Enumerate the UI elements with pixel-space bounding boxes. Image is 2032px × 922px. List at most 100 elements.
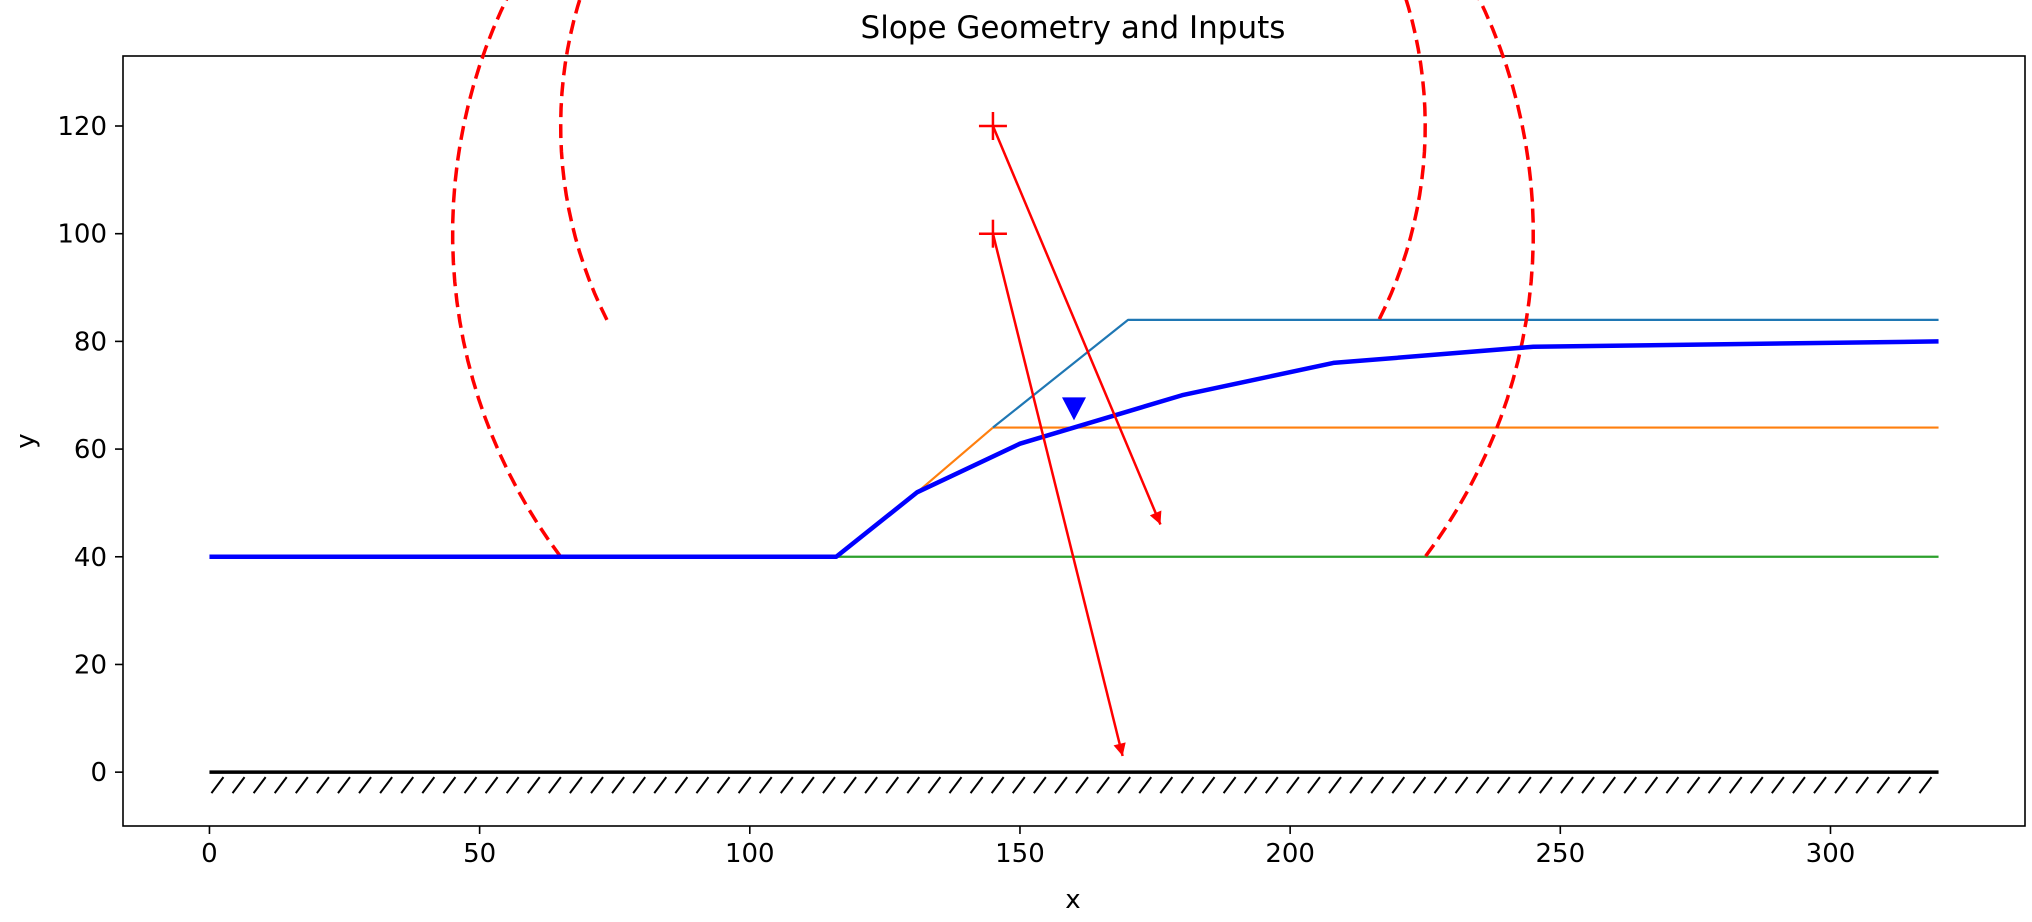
hatch-stroke xyxy=(1307,776,1321,794)
x-tick-label: 200 xyxy=(1265,839,1315,869)
hatch-stroke xyxy=(885,776,900,794)
y-tick-label: 40 xyxy=(74,543,107,573)
hatch-stroke xyxy=(1117,776,1131,794)
hatch-stroke xyxy=(864,776,878,794)
y-tick-label: 60 xyxy=(74,435,107,465)
x-tick-label: 0 xyxy=(201,839,218,869)
hatch-stroke xyxy=(295,776,309,794)
hatch-stroke xyxy=(1180,776,1195,794)
hatch-stroke xyxy=(1243,776,1258,794)
layer-mid-slope-face xyxy=(916,426,994,493)
hatch-stroke xyxy=(421,776,436,794)
hatch-stroke xyxy=(1539,776,1553,794)
x-tick-label: 300 xyxy=(1806,839,1856,869)
bedrock-hatch xyxy=(210,776,1933,794)
hatch-stroke xyxy=(1560,776,1574,794)
hatch-stroke xyxy=(1834,776,1848,794)
hatch-stroke xyxy=(758,776,773,794)
hatch-stroke xyxy=(1496,776,1511,794)
hatch-stroke xyxy=(1222,776,1237,794)
hatch-stroke xyxy=(1792,776,1806,794)
water-table-marker-icon xyxy=(1062,397,1086,421)
hatch-stroke xyxy=(1686,776,1701,794)
hatch-stroke xyxy=(1454,776,1469,794)
hatch-stroke xyxy=(653,776,668,794)
hatch-stroke xyxy=(1201,776,1216,794)
x-axis-ticks: 0 50 100 150 200 250 300 xyxy=(201,826,1855,869)
hatch-stroke xyxy=(632,776,646,794)
hatch-stroke xyxy=(400,776,415,794)
hatch-stroke xyxy=(1518,776,1532,794)
x-tick-label: 100 xyxy=(725,839,775,869)
hatch-stroke xyxy=(1602,776,1616,794)
hatch-stroke xyxy=(716,776,731,794)
hatch-stroke xyxy=(611,776,625,794)
hatch-stroke xyxy=(1728,776,1743,794)
hatch-stroke xyxy=(210,776,225,794)
y-tick-label: 120 xyxy=(57,112,107,142)
hatch-stroke xyxy=(316,776,330,794)
plot-frame xyxy=(122,55,2026,827)
hatch-stroke xyxy=(1159,776,1174,794)
y-axis-label: y xyxy=(11,433,41,448)
hatch-stroke xyxy=(1264,776,1279,794)
hatch-stroke xyxy=(505,776,520,794)
hatch-stroke xyxy=(1096,776,1110,794)
hatch-stroke xyxy=(927,776,942,794)
hatch-stroke xyxy=(737,776,752,794)
hatch-stroke xyxy=(1771,776,1785,794)
hatch-stroke xyxy=(1412,776,1427,794)
hatch-stroke xyxy=(1475,776,1490,794)
radius-arrow-1 xyxy=(991,233,1126,757)
piezometric-line xyxy=(209,339,1939,560)
hatch-stroke xyxy=(484,776,499,794)
hatch-stroke xyxy=(1918,776,1933,794)
hatch-stroke xyxy=(1749,776,1764,794)
hatch-stroke xyxy=(337,776,351,794)
hatch-stroke xyxy=(1033,776,1047,794)
hatch-stroke xyxy=(569,776,583,794)
hatch-stroke xyxy=(695,776,710,794)
hatch-stroke xyxy=(379,776,393,794)
y-axis-ticks: 0 20 40 60 80 100 120 xyxy=(57,112,123,788)
y-tick-label: 0 xyxy=(90,758,107,788)
hatch-stroke xyxy=(1370,776,1385,794)
radius-arrow-2 xyxy=(991,125,1162,525)
y-tick-label: 20 xyxy=(74,650,107,680)
hatch-stroke xyxy=(1813,776,1827,794)
x-tick-label: 50 xyxy=(463,839,496,869)
hatch-stroke xyxy=(1876,776,1891,794)
hatch-stroke xyxy=(590,776,604,794)
hatch-stroke xyxy=(1391,776,1406,794)
hatch-stroke xyxy=(358,776,372,794)
hatch-stroke xyxy=(906,776,921,794)
y-tick-label: 80 xyxy=(74,327,107,357)
hatch-stroke xyxy=(1054,776,1068,794)
hatch-stroke xyxy=(779,776,794,794)
chart-title: Slope Geometry and Inputs xyxy=(861,10,1286,46)
hatch-stroke xyxy=(1328,776,1342,794)
hatch-stroke xyxy=(548,776,562,794)
hatch-stroke xyxy=(1286,776,1300,794)
hatch-stroke xyxy=(1665,776,1680,794)
hatch-stroke xyxy=(442,776,457,794)
failure-circle-2 xyxy=(558,0,1427,321)
hatch-stroke xyxy=(1644,776,1659,794)
x-tick-label: 250 xyxy=(1535,839,1585,869)
hatch-stroke xyxy=(969,776,984,794)
hatch-stroke xyxy=(843,776,857,794)
hatch-stroke xyxy=(526,776,541,794)
hatch-stroke xyxy=(1707,776,1722,794)
hatch-stroke xyxy=(1623,776,1638,794)
hatch-stroke xyxy=(1581,776,1595,794)
hatch-stroke xyxy=(801,776,815,794)
hatch-stroke xyxy=(990,776,1005,794)
hatch-stroke xyxy=(1138,776,1153,794)
hatch-stroke xyxy=(822,776,836,794)
hatch-stroke xyxy=(1855,776,1869,794)
hatch-stroke xyxy=(1433,776,1448,794)
failure-circle-1 xyxy=(450,0,1535,558)
ground-surface-top-line xyxy=(992,318,1939,429)
hatch-stroke xyxy=(252,776,267,794)
